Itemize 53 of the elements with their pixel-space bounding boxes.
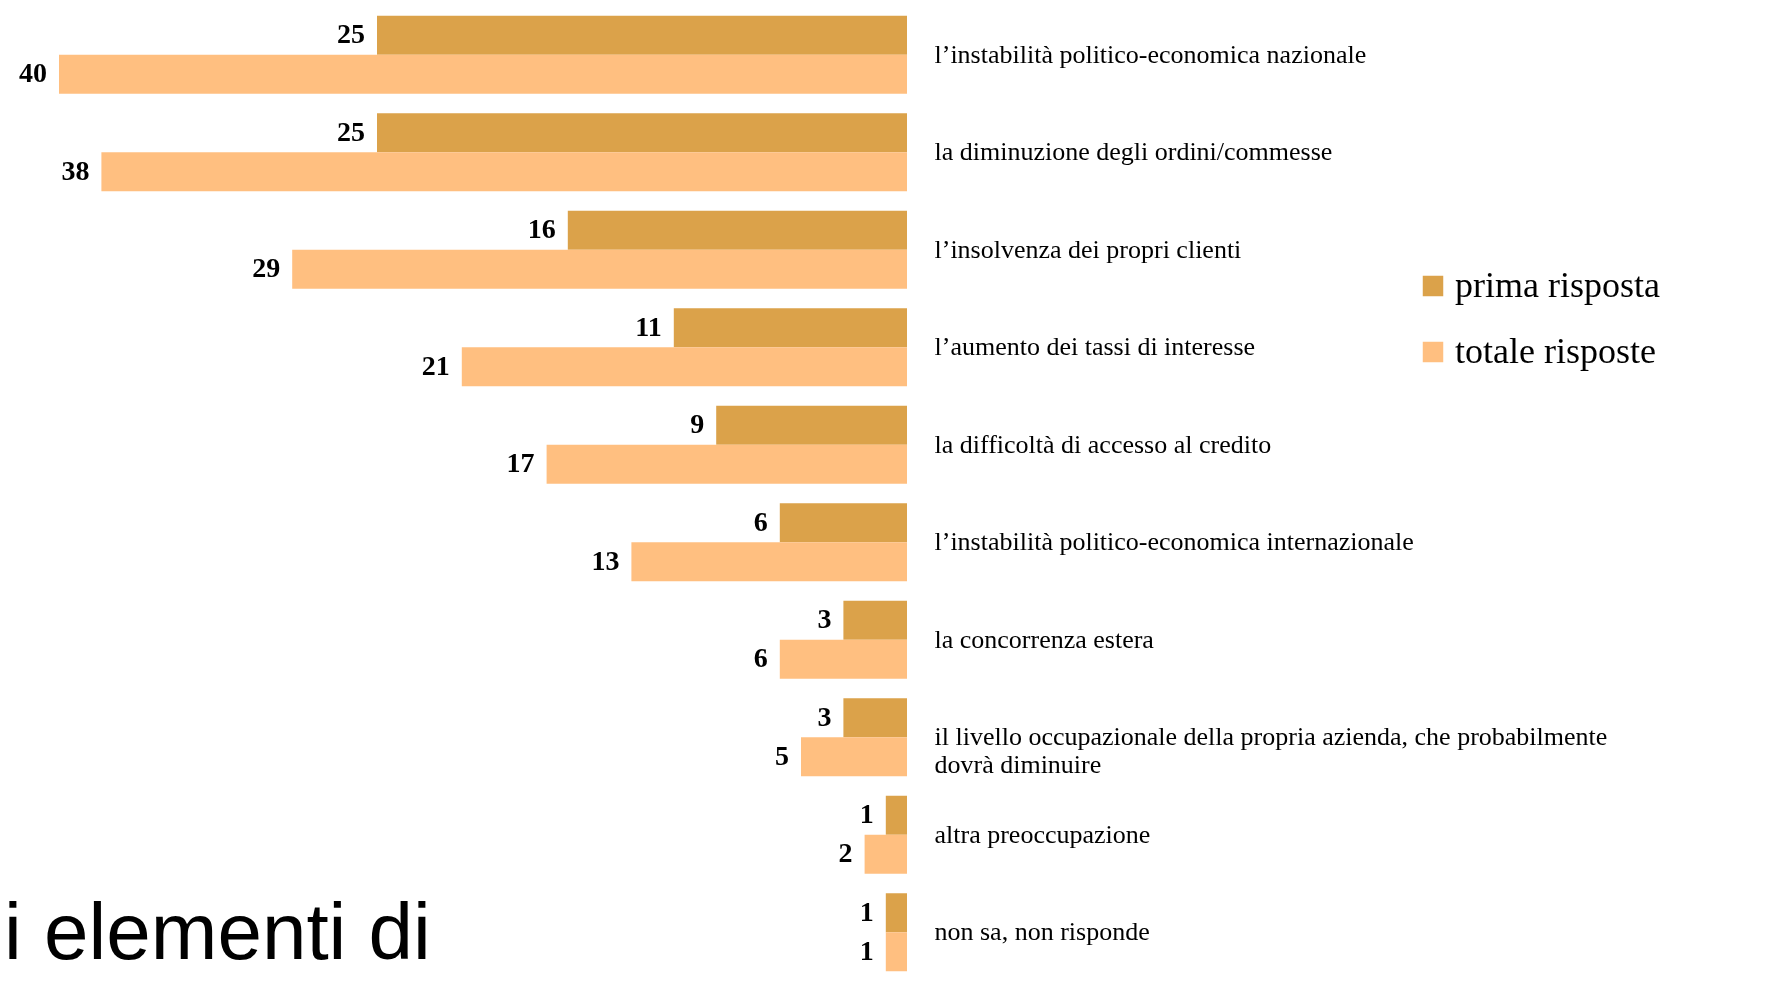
bar: [377, 15, 907, 55]
data-label: 1: [859, 798, 874, 830]
bar: [631, 542, 907, 582]
legend-label: totale risposte: [1455, 331, 1656, 371]
bar: [885, 932, 907, 972]
bar: [673, 308, 907, 348]
bar: [885, 893, 907, 933]
y-tick-label: l’instabilità politico-economica nazionale: [934, 39, 1367, 69]
bar: [546, 444, 907, 484]
bar: [377, 113, 907, 153]
bar: [779, 639, 907, 679]
data-label: 25: [337, 115, 365, 147]
y-tick-label: l’instabilità politico-economica internazionale: [934, 527, 1414, 557]
bar: [59, 54, 907, 94]
data-label: 2: [838, 837, 853, 869]
y-tick-label: altra preoccupazione: [934, 819, 1151, 849]
annotation: i elementi di: [4, 887, 431, 976]
bar: [864, 834, 907, 874]
y-tick-label: l’insolvenza dei propri clienti: [934, 234, 1242, 264]
data-label: 11: [635, 310, 662, 342]
data-label: 6: [753, 642, 768, 674]
bar: [292, 249, 907, 289]
y-tick-label: la difficoltà di accesso al credito: [934, 429, 1272, 459]
y-tick-label: la diminuzione degli ordini/commesse: [934, 137, 1333, 167]
y-tick-label: non sa, non risponde: [934, 917, 1150, 947]
bar: [843, 600, 907, 640]
bar: [843, 698, 907, 738]
data-label: 16: [527, 213, 556, 245]
bar: [101, 152, 907, 192]
bar: [801, 737, 907, 777]
data-label: 6: [753, 505, 768, 537]
data-label: 17: [506, 447, 535, 479]
data-label: 1: [859, 934, 874, 966]
y-tick-label: il livello occupazionale della propria azienda, che probabilmente dovrà diminuire: [934, 722, 1608, 780]
data-label: 3: [817, 700, 832, 732]
data-label: 1: [859, 895, 874, 927]
legend-label: prima risposta: [1455, 265, 1660, 305]
y-tick-label: la concorrenza estera: [934, 624, 1155, 654]
bar: [461, 347, 907, 387]
bar: [716, 405, 907, 445]
bar: [567, 210, 907, 250]
bar: [885, 795, 907, 835]
data-label: 5: [775, 739, 789, 771]
data-label: 40: [19, 57, 47, 89]
bar: [779, 503, 907, 543]
data-label: 25: [337, 18, 365, 50]
data-label: 9: [690, 408, 705, 440]
data-label: 3: [817, 603, 832, 635]
data-label: 38: [61, 154, 90, 186]
data-label: 29: [252, 252, 281, 284]
y-tick-label: l’aumento dei tassi di interesse: [934, 332, 1256, 362]
data-label: 13: [591, 544, 620, 576]
data-label: 21: [421, 349, 450, 381]
